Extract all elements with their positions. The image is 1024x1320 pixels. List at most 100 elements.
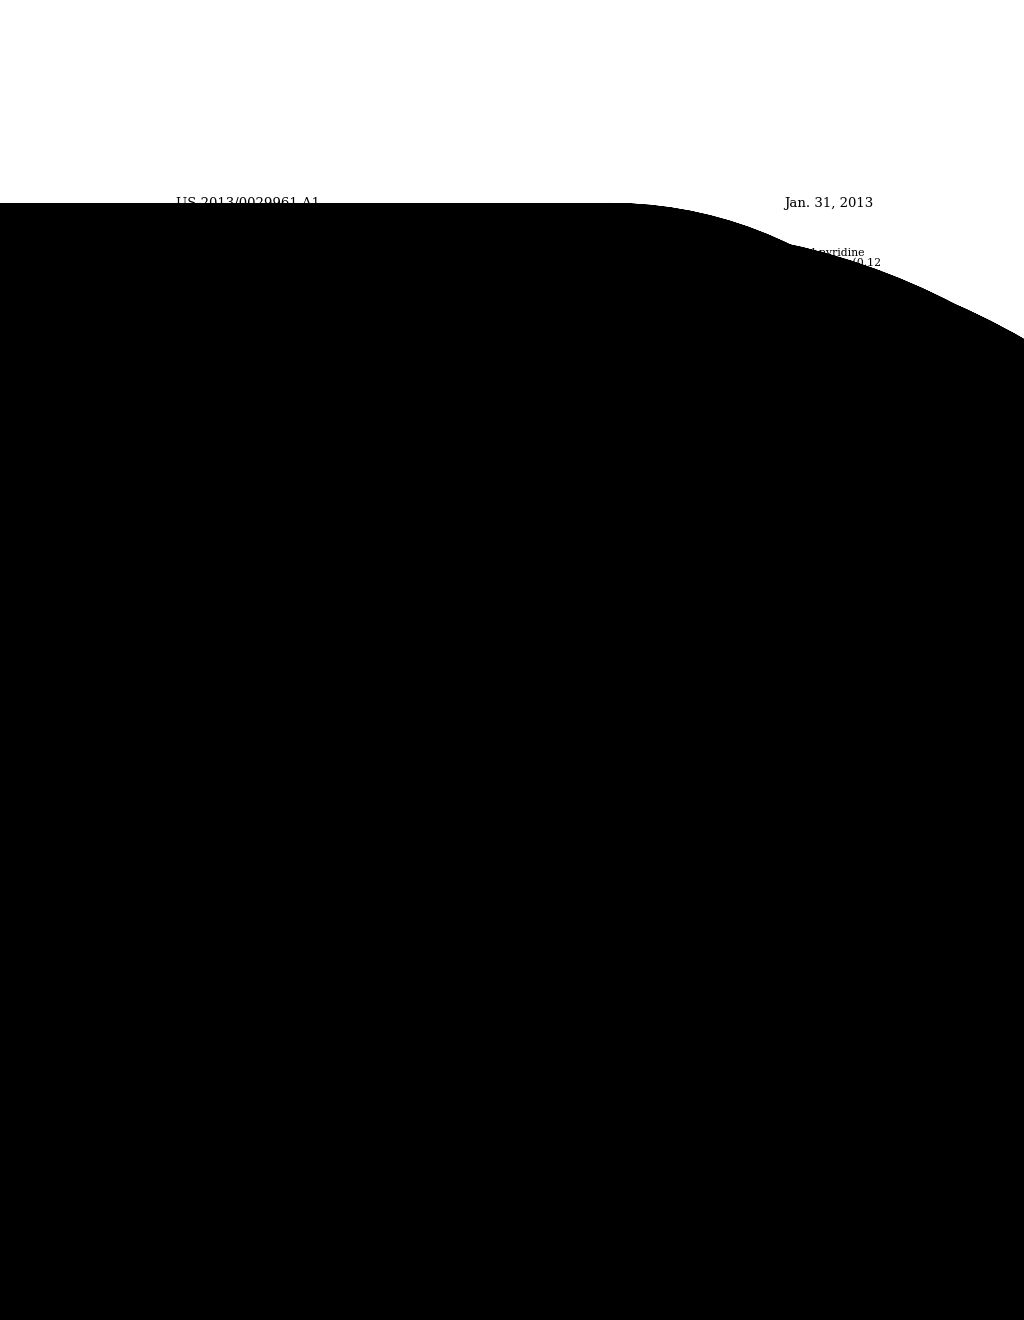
- Text: for overnight. TLC showed complete consumption of starting: for overnight. TLC showed complete consu…: [176, 961, 511, 970]
- Text: with brine. The organic layer was dried over MgSO₄ and: with brine. The organic layer was dried …: [176, 991, 487, 1001]
- Text: eq) at room temperature. The reaction mixture was refluxed: eq) at room temperature. The reaction mi…: [176, 950, 508, 961]
- Text: BH₃SMe₂ (2 M in tetrahydrofuran) (4.34 mL, 8.69 mmol, 3: BH₃SMe₂ (2 M in tetrahydrofuran) (4.34 m…: [176, 941, 499, 952]
- Text: ethyl)pyridin-3-yl)methyl)urea: ethyl)pyridin-3-yl)methyl)urea: [634, 562, 800, 573]
- Text: 37: 37: [514, 222, 536, 239]
- Text: column chromatography to give 1-(6-(hydroxymethyl)pyri-: column chromatography to give 1-(6-(hydr…: [544, 470, 863, 480]
- Text: NH₂: NH₂: [433, 586, 454, 595]
- Text: (m, 2H, Piperidine-H), 1.40 (m, 2H, Piperidine-H), 1.00 (d,: (m, 2H, Piperidine-H), 1.40 (m, 2H, Pipe…: [176, 277, 499, 288]
- Text: N: N: [208, 755, 216, 763]
- Text: rt, 3 h: rt, 3 h: [311, 533, 339, 543]
- Text: 2 h, rt: 2 h, rt: [658, 882, 686, 891]
- Text: 3H, J=6.39 Hz, Piperidine-CH₃): 3H, J=6.39 Hz, Piperidine-CH₃): [176, 288, 349, 298]
- Text: rt, 2 h: rt, 2 h: [658, 989, 686, 998]
- Text: reflux, overnight: reflux, overnight: [305, 442, 382, 450]
- Text: been prepared analogously.: been prepared analogously.: [176, 330, 328, 341]
- Text: N: N: [581, 671, 590, 678]
- Text: O₂N: O₂N: [550, 888, 569, 896]
- Text: phenylchloroformate: phenylchloroformate: [302, 515, 390, 523]
- Text: which was purified by column chromatography to afford: which was purified by column chromatogra…: [176, 1011, 486, 1020]
- Text: N: N: [333, 777, 341, 787]
- Text: O: O: [677, 754, 685, 763]
- Text: N: N: [240, 428, 249, 437]
- Text: pyridin-3-yl)methyl)urea (73 mg, 67%).: pyridin-3-yl)methyl)urea (73 mg, 67%).: [544, 490, 759, 500]
- Text: trated under reduced pressure. The crude was purified by: trated under reduced pressure. The crude…: [544, 461, 863, 470]
- Text: pressure. The crude was purified by column chromatography: pressure. The crude was purified by colu…: [544, 327, 881, 338]
- Text: pyridin-3-ylcarbamate (63 mg, 0.26 mmol) in dichlo-: pyridin-3-ylcarbamate (63 mg, 0.26 mmol)…: [544, 370, 831, 380]
- Text: O: O: [245, 818, 253, 828]
- Text: N: N: [581, 759, 590, 767]
- Text: TEA, DCM: TEA, DCM: [283, 694, 331, 704]
- Text: F: F: [601, 888, 608, 896]
- Text: Step 3: To a solution of phenyl 6-(hydroxymethyl): Step 3: To a solution of phenyl 6-(hydro…: [575, 360, 848, 371]
- Text: TLC showed complete consumption of starting material. The: TLC showed complete consumption of start…: [544, 420, 877, 430]
- Text: N: N: [388, 574, 397, 583]
- Text: O: O: [182, 755, 190, 764]
- Text: EtOH, HCOOH: EtOH, HCOOH: [610, 775, 677, 784]
- Text: O: O: [606, 899, 614, 908]
- Text: (5-aminopyridin-2-yl)methanol (136 mg, 36%).: (5-aminopyridin-2-yl)methanol (136 mg, 3…: [176, 1020, 432, 1031]
- Text: [0649]: [0649]: [176, 300, 216, 312]
- Text: temperature. The reaction mixture was stirred for overnight.: temperature. The reaction mixture was st…: [544, 411, 879, 420]
- Text: O: O: [270, 446, 279, 455]
- Text: ethylacetate. The organic part was washed with water and: ethylacetate. The organic part was washe…: [544, 441, 865, 450]
- Text: rt, overnight: rt, overnight: [287, 705, 344, 713]
- Text: Synthesis of Example 67: Synthesis of Example 67: [645, 531, 788, 544]
- Text: concentrated under reduced pressure to afford crude product: concentrated under reduced pressure to a…: [176, 1001, 517, 1011]
- Text: extracted with ethylacetate. The organic part was washed: extracted with ethylacetate. The organic…: [176, 981, 495, 991]
- Text: (0.09 mL, 1.14 mmol, 1.2 eq) and phenyl chloroformate (0.12: (0.09 mL, 1.14 mmol, 1.2 eq) and phenyl …: [544, 257, 882, 268]
- Text: PhO: PhO: [727, 945, 748, 953]
- Text: O'Na⁺: O'Na⁺: [674, 785, 701, 795]
- Text: layer was dried over MgSO₄ and concentrated under reduced: layer was dried over MgSO₄ and concentra…: [544, 318, 882, 327]
- Text: Example compounds 56-60 can be prepared analo-: Example compounds 56-60 can be prepared …: [575, 503, 855, 512]
- Text: O: O: [606, 1030, 614, 1039]
- Text: H₂N: H₂N: [206, 444, 226, 453]
- Text: (191 mg, 82%).: (191 mg, 82%).: [544, 348, 629, 359]
- Text: O₂N: O₂N: [550, 685, 569, 693]
- Text: N: N: [581, 857, 590, 866]
- Text: BH₃SMe₂, THF: BH₃SMe₂, THF: [302, 432, 370, 441]
- Text: H: H: [233, 792, 241, 800]
- Text: organic part was washed with water and brine. The organic: organic part was washed with water and b…: [544, 308, 872, 318]
- Text: O₂N: O₂N: [550, 701, 569, 710]
- Text: 0.95 mmol) was dissolved in acetonitrile (3 mL) and tetrahy-: 0.95 mmol) was dissolved in acetonitrile…: [176, 1043, 508, 1053]
- Text: 60° C., 10 h: 60° C., 10 h: [620, 784, 673, 793]
- Text: H₂N: H₂N: [550, 982, 569, 991]
- Text: Cl: Cl: [601, 685, 612, 693]
- Text: Step 1: To a stirred solution of 5-aminopicolinic acid: Step 1: To a stirred solution of 5-amino…: [209, 921, 497, 931]
- Text: Pd(0), 60° C., 6 h: Pd(0), 60° C., 6 h: [610, 693, 689, 702]
- Text: N: N: [260, 801, 268, 810]
- Text: S: S: [677, 775, 683, 784]
- Text: sumption of starting material. The reaction mixture was: sumption of starting material. The react…: [544, 288, 852, 298]
- Text: O: O: [753, 923, 761, 932]
- Text: 60° C., 10 h: 60° C., 10 h: [620, 609, 674, 618]
- Text: Jan. 31, 2013: Jan. 31, 2013: [784, 197, 873, 210]
- Text: OH: OH: [274, 557, 291, 566]
- Text: OH: OH: [577, 640, 594, 649]
- Text: N: N: [233, 801, 242, 810]
- Text: F₃C: F₃C: [178, 787, 196, 795]
- Text: yl)-3-((2-(4-methylpiperidin-1-yl)-6-(trifluorom-: yl)-3-((2-(4-methylpiperidin-1-yl)-6-(tr…: [589, 552, 845, 562]
- Text: S: S: [607, 917, 613, 927]
- Text: The exemplary compound 23 can be prepared in a: The exemplary compound 23 can be prepare…: [209, 300, 485, 310]
- Text: H₂N: H₂N: [206, 521, 226, 531]
- Text: [0652]: [0652]: [176, 1032, 216, 1043]
- Text: OH: OH: [281, 469, 297, 478]
- Text: PhO: PhO: [136, 770, 157, 777]
- Text: H: H: [260, 795, 267, 803]
- Text: ylpiperidin-1-yl)-6-(trifluoromethyl)pyridin-3-yl): ylpiperidin-1-yl)-6-(trifluoromethyl)pyr…: [195, 366, 457, 376]
- Text: material. The reaction mixture was quenched with water and: material. The reaction mixture was quenc…: [176, 970, 512, 981]
- Text: N: N: [581, 585, 590, 594]
- Text: pyridine, CH₃CN/THF: pyridine, CH₃CN/THF: [302, 524, 394, 532]
- Text: din-3-yl)-3-((2-(4-methylpiperidin-1-yl)-6-(trifluoromethyl): din-3-yl)-3-((2-(4-methylpiperidin-1-yl)…: [544, 480, 859, 491]
- Text: to give phenyl 6-(hydroxymethyl)pyridin-3-ylcarbamate: to give phenyl 6-(hydroxymethyl)pyridin-…: [544, 338, 847, 348]
- Text: O₂N: O₂N: [550, 616, 569, 626]
- Text: Acetone, Pyridine: Acetone, Pyridine: [650, 978, 729, 987]
- Text: F: F: [601, 982, 608, 991]
- Text: N: N: [164, 789, 172, 799]
- Text: O₂N: O₂N: [550, 789, 569, 799]
- Text: Hz, Ar—H), 6.88 (m, 1H, Ar—H), 6.75 (d, 1H, J=8.22 Hz,: Hz, Ar—H), 6.88 (m, 1H, Ar—H), 6.75 (d, …: [176, 248, 490, 259]
- Text: S: S: [607, 1012, 613, 1022]
- Text: drofuran (4 mL). The reaction mixture was added pyridine: drofuran (4 mL). The reaction mixture wa…: [544, 248, 865, 259]
- Text: US 2013/0029961 A1: US 2013/0029961 A1: [176, 197, 321, 210]
- Text: N: N: [205, 807, 214, 816]
